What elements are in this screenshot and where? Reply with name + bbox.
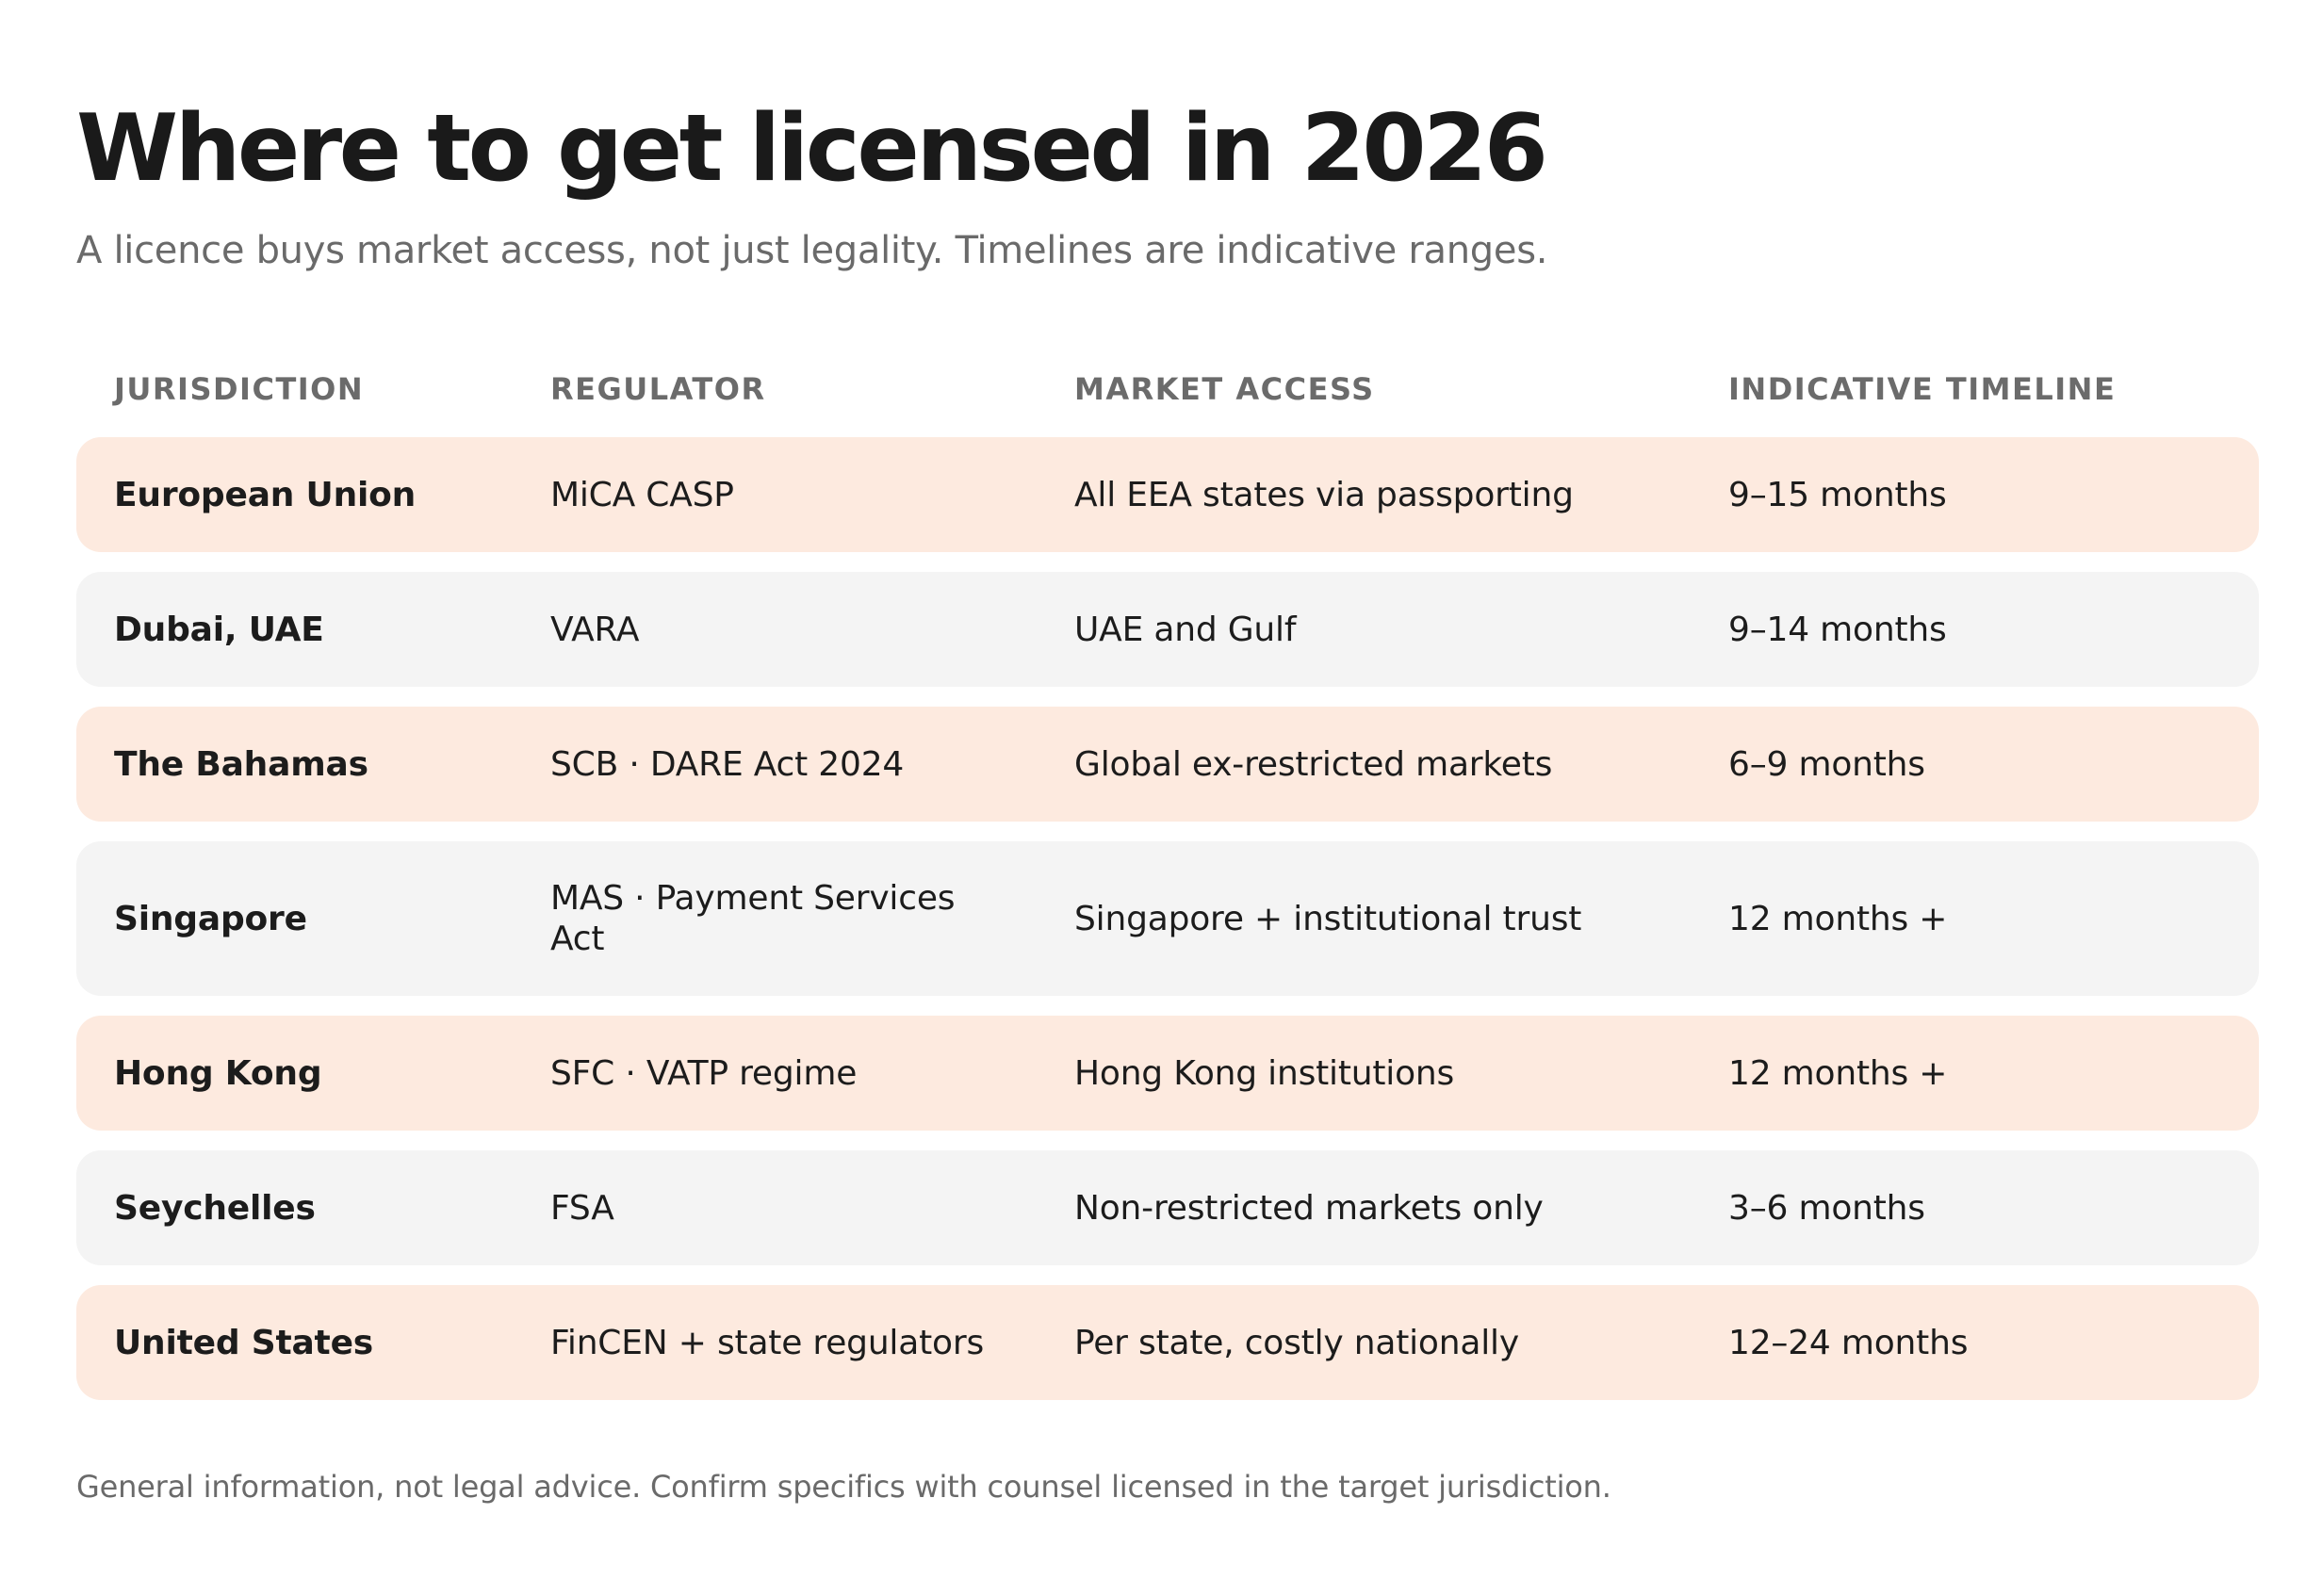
table-row: Dubai, UAE VARA UAE and Gulf 9–14 months — [76, 572, 2259, 687]
cell-jurisdiction: United States — [114, 1323, 374, 1362]
cell-timeline: 9–15 months — [1728, 475, 1947, 514]
cell-market-access: Hong Kong institutions — [1074, 1053, 1455, 1093]
cell-jurisdiction: Seychelles — [114, 1188, 316, 1228]
cell-jurisdiction: European Union — [114, 475, 417, 514]
table-row: The Bahamas SCB · DARE Act 2024 Global e… — [76, 707, 2259, 822]
cell-regulator: FinCEN + state regulators — [550, 1323, 984, 1362]
table-header-row: JURISDICTION REGULATOR MARKET ACCESS IND… — [76, 358, 2259, 424]
cell-market-access: Singapore + institutional trust — [1074, 899, 1582, 938]
cell-timeline: 12 months + — [1728, 1053, 1948, 1093]
cell-regulator: FSA — [550, 1188, 614, 1228]
cell-regulator: SFC · VATP regime — [550, 1053, 858, 1093]
cell-timeline: 6–9 months — [1728, 744, 1925, 784]
table-body: European Union MiCA CASP All EEA states … — [76, 437, 2259, 1420]
table-row: Singapore MAS · Payment Services Act Sin… — [76, 841, 2259, 996]
licensing-table: JURISDICTION REGULATOR MARKET ACCESS IND… — [76, 358, 2259, 1400]
cell-jurisdiction: The Bahamas — [114, 744, 368, 784]
header-market-access: MARKET ACCESS — [1074, 371, 1375, 407]
table-row: Hong Kong SFC · VATP regime Hong Kong in… — [76, 1016, 2259, 1131]
cell-jurisdiction: Singapore — [114, 899, 307, 938]
table-row: Seychelles FSA Non-restricted markets on… — [76, 1150, 2259, 1265]
page-subtitle: A licence buys market access, not just l… — [76, 229, 1548, 272]
cell-timeline: 12–24 months — [1728, 1323, 1969, 1362]
page-title: Where to get licensed in 2026 — [76, 95, 1548, 203]
cell-jurisdiction: Dubai, UAE — [114, 610, 324, 649]
cell-market-access: All EEA states via passporting — [1074, 475, 1574, 514]
header-timeline: INDICATIVE TIMELINE — [1728, 371, 2117, 407]
header-regulator: REGULATOR — [550, 371, 766, 407]
cell-timeline: 9–14 months — [1728, 610, 1947, 649]
cell-timeline: 3–6 months — [1728, 1188, 1925, 1228]
cell-jurisdiction: Hong Kong — [114, 1053, 322, 1093]
footnote: General information, not legal advice. C… — [76, 1469, 1611, 1505]
table-row: European Union MiCA CASP All EEA states … — [76, 437, 2259, 552]
cell-regulator: MiCA CASP — [550, 475, 734, 514]
table-row: United States FinCEN + state regulators … — [76, 1285, 2259, 1400]
cell-market-access: Global ex-restricted markets — [1074, 744, 1553, 784]
cell-regulator: MAS · Payment Services Act — [550, 879, 956, 958]
cell-market-access: UAE and Gulf — [1074, 610, 1297, 649]
cell-market-access: Per state, costly nationally — [1074, 1323, 1519, 1362]
cell-regulator: VARA — [550, 610, 640, 649]
header-jurisdiction: JURISDICTION — [114, 371, 365, 407]
cell-market-access: Non-restricted markets only — [1074, 1188, 1544, 1228]
cell-timeline: 12 months + — [1728, 899, 1948, 938]
cell-regulator: SCB · DARE Act 2024 — [550, 744, 905, 784]
